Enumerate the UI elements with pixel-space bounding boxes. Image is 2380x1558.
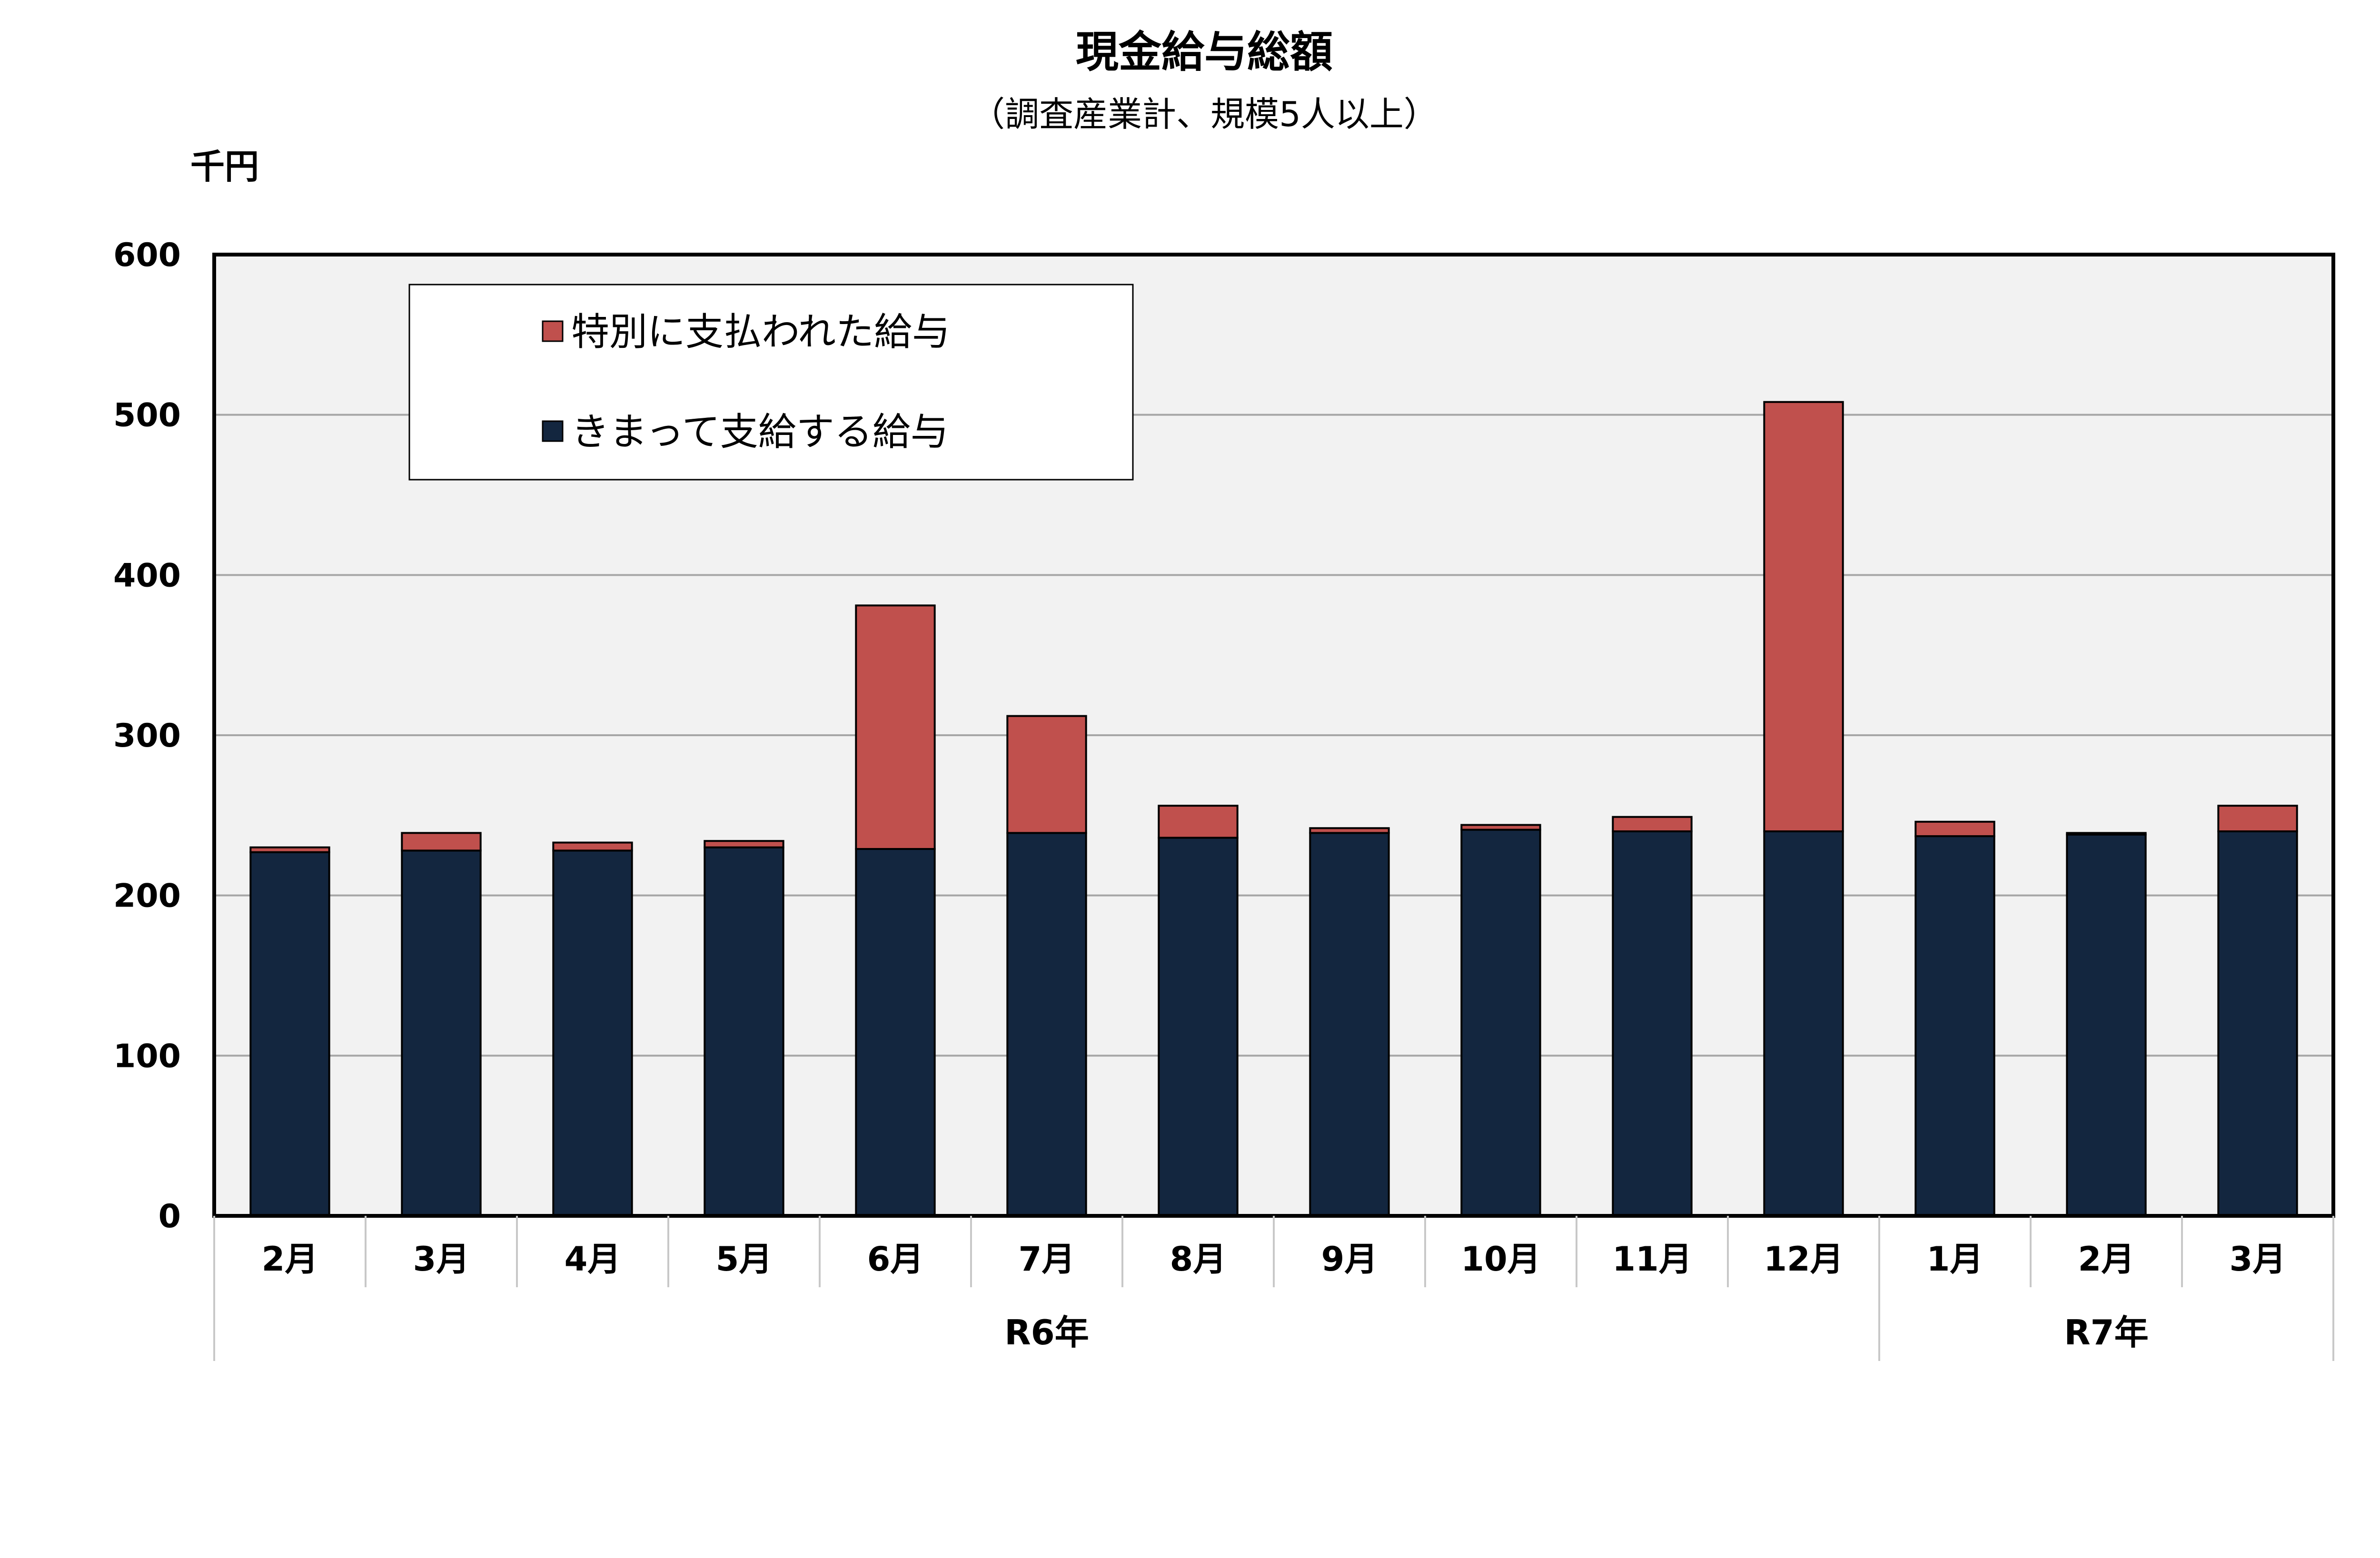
x-tick-label: 8月 <box>1170 1240 1227 1279</box>
bar-special <box>1006 715 1087 834</box>
y-axis-unit: 千円 <box>190 147 259 187</box>
bar-regular <box>552 849 633 1217</box>
legend: 特別に支払われた給与 きまって支給する給与 <box>408 284 1134 481</box>
x-tick-label: 6月 <box>867 1240 924 1279</box>
bar-regular <box>1006 832 1087 1217</box>
bar-special <box>1914 820 1995 838</box>
x-axis: 2月 3月 4月 5月 6月 7月 8月 9月 10月 11月 12月 1月 2月 3月 R6年 R7年 <box>213 1216 2334 1361</box>
x-tick-label: 9月 <box>1321 1240 1378 1279</box>
bar-regular <box>249 851 330 1217</box>
x-tick-label: 2月 <box>2078 1240 2135 1279</box>
bar-regular <box>1763 830 1844 1217</box>
y-tick-label: 0 <box>159 1198 181 1235</box>
bar-regular <box>2066 833 2147 1217</box>
chart-title: 現金給与総額 <box>1076 27 1333 77</box>
x-tick-label: 12月 <box>1764 1240 1843 1279</box>
bar-special <box>1612 816 1693 832</box>
bar-regular <box>401 849 482 1217</box>
bar-regular <box>1612 830 1693 1217</box>
y-tick-label: 500 <box>113 397 181 434</box>
bar-special <box>704 840 784 848</box>
chart-subtitle: （調査産業計、規模5人以上） <box>971 94 1438 134</box>
x-group-label: R6年 <box>1004 1312 1089 1352</box>
legend-swatch-regular <box>542 420 564 442</box>
bar-regular <box>1309 832 1390 1217</box>
bar-regular <box>1914 835 1995 1217</box>
bar-special <box>552 841 633 852</box>
x-tick-label: 1月 <box>1927 1240 1983 1279</box>
legend-label-special: 特別に支払われた給与 <box>571 310 950 354</box>
legend-swatch-special <box>542 320 564 342</box>
x-tick-label: 4月 <box>565 1240 621 1279</box>
bar-regular <box>704 846 784 1217</box>
bar-special <box>1158 805 1239 839</box>
x-tick-label: 7月 <box>1019 1240 1075 1279</box>
legend-label-regular: きまって支給する給与 <box>571 410 949 454</box>
legend-box <box>408 284 1134 481</box>
bar-special <box>1763 401 1844 832</box>
x-tick-label: 2月 <box>262 1240 318 1279</box>
y-tick-label: 100 <box>113 1037 181 1075</box>
bar-special <box>2066 832 2147 836</box>
bars <box>249 401 2298 1217</box>
x-tick-label: 11月 <box>1612 1240 1692 1279</box>
bar-special <box>855 604 936 850</box>
bar-regular <box>2217 830 2298 1217</box>
y-axis: 0 100 200 300 400 500 600 <box>113 237 181 1235</box>
x-tick-label: 3月 <box>2230 1240 2286 1279</box>
bar-special <box>1460 824 1541 831</box>
y-tick-label: 400 <box>113 557 181 594</box>
y-tick-label: 600 <box>113 237 181 274</box>
x-tick-label: 10月 <box>1461 1240 1540 1279</box>
bar-special <box>2217 805 2298 832</box>
x-group-label: R7年 <box>2064 1312 2149 1352</box>
y-tick-label: 200 <box>113 878 181 915</box>
bar-special <box>401 832 482 852</box>
x-tick-label: 3月 <box>413 1240 470 1279</box>
bar-special <box>1309 827 1390 834</box>
y-tick-label: 300 <box>113 717 181 755</box>
bar-regular <box>1460 828 1541 1217</box>
x-tick-label: 5月 <box>716 1240 773 1279</box>
bar-special <box>249 846 330 853</box>
bar-regular <box>855 848 936 1217</box>
bar-regular <box>1158 837 1239 1217</box>
